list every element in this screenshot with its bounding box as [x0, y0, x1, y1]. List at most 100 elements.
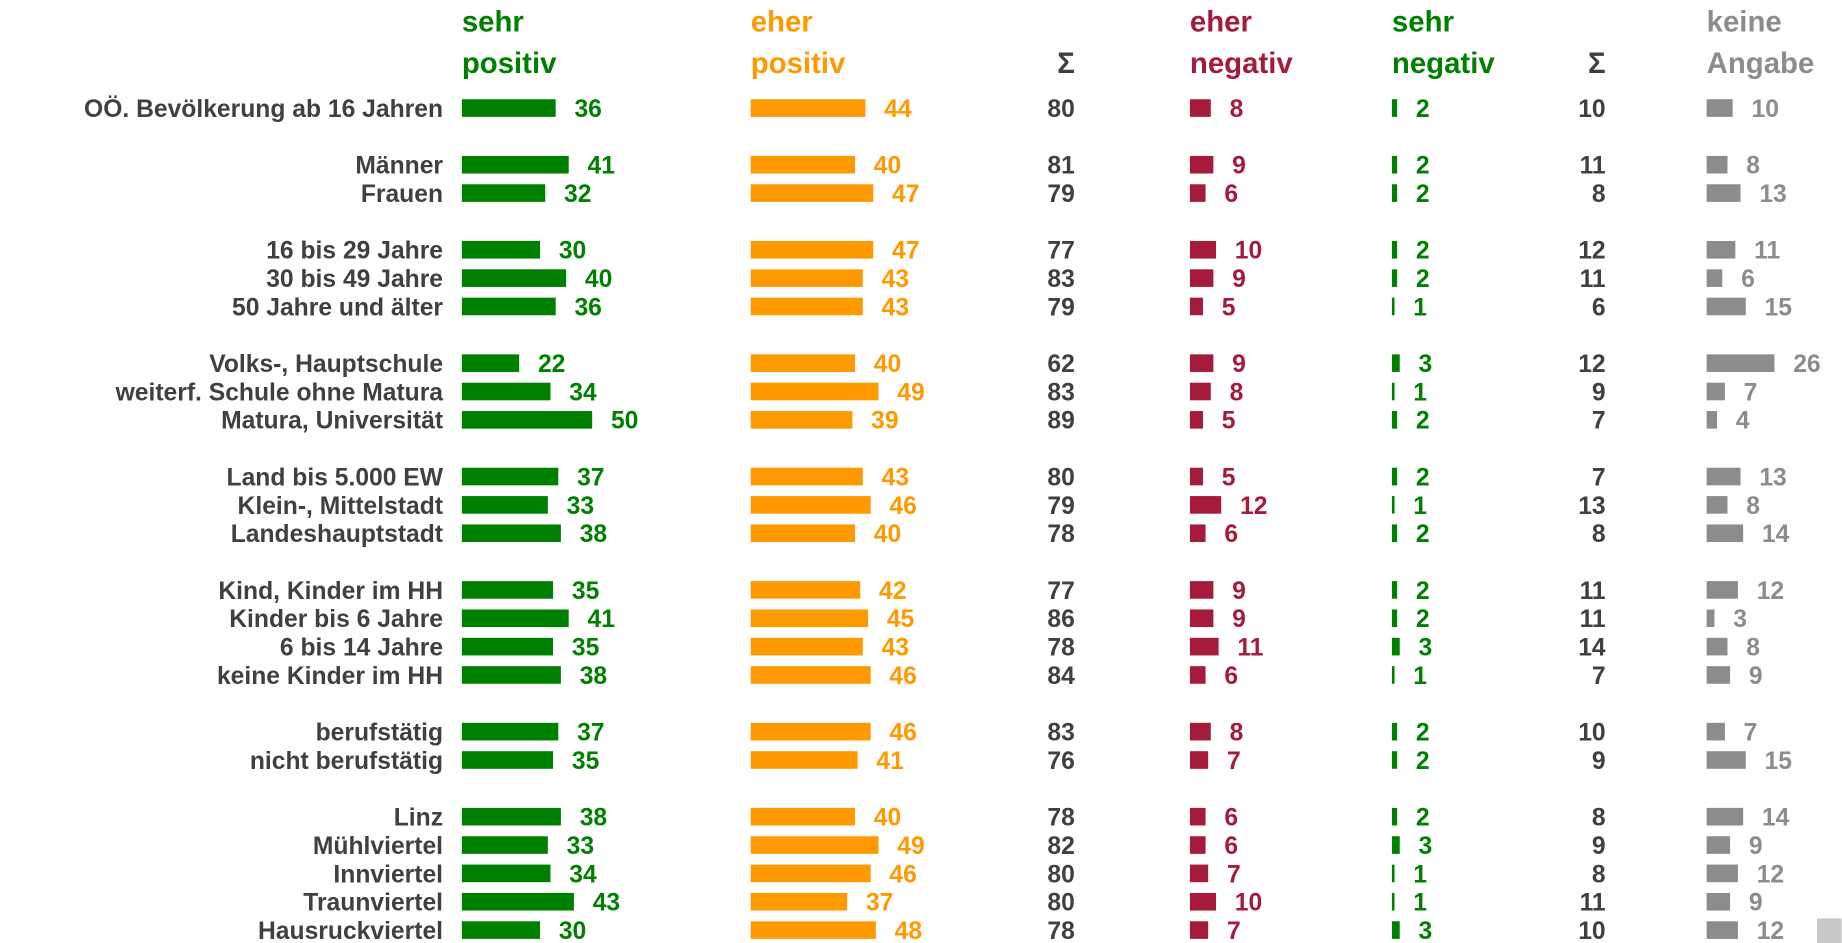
value-label: 6 — [1224, 521, 1238, 548]
value-label: 2 — [1416, 606, 1430, 633]
total-label: 81 — [1047, 153, 1075, 180]
column-header-box: keine Angabe — [1707, 6, 1815, 80]
category-label: weiterf. Schule ohne Matura — [115, 379, 444, 406]
total-label: 14 — [1578, 634, 1606, 661]
category-label: Linz — [394, 805, 443, 832]
value-label: 5 — [1222, 294, 1236, 321]
value-label: 35 — [572, 634, 600, 661]
bar — [1189, 354, 1214, 372]
bar — [1189, 240, 1216, 259]
bar — [750, 297, 863, 316]
bar — [461, 581, 554, 599]
bar — [1189, 184, 1206, 202]
bar — [750, 722, 871, 741]
value-label: 30 — [559, 918, 586, 943]
value-label: 11 — [1754, 238, 1780, 265]
value-label: 2 — [1416, 96, 1430, 123]
total-label: 83 — [1047, 266, 1074, 293]
bar — [1706, 99, 1733, 117]
column-header-box: eher positiv — [750, 5, 846, 80]
value-label: 41 — [588, 606, 616, 633]
total-label: 9 — [1592, 748, 1606, 775]
bar — [1391, 921, 1400, 939]
value-label: 35 — [572, 748, 600, 775]
total-label: 79 — [1047, 181, 1074, 208]
bar — [1391, 99, 1398, 117]
value-label: 43 — [882, 294, 909, 321]
category-label: OÖ. Bevölkerung ab 16 Jahren — [84, 96, 443, 123]
bar — [1706, 836, 1731, 854]
bar — [750, 467, 863, 486]
category-label: Hausruckviertel — [258, 918, 443, 943]
bar — [1189, 99, 1211, 117]
value-label: 36 — [574, 294, 601, 321]
bar — [1189, 496, 1222, 514]
bar — [1706, 921, 1738, 939]
bar — [461, 524, 561, 543]
bar — [750, 99, 866, 117]
value-label: 26 — [1793, 351, 1820, 378]
value-label: 7 — [1744, 379, 1758, 406]
bar — [1391, 836, 1400, 854]
value-label: 15 — [1765, 294, 1793, 321]
value-label: 38 — [580, 805, 607, 832]
value-label: 46 — [889, 493, 916, 520]
bar — [461, 99, 556, 117]
value-label: 49 — [897, 379, 924, 406]
bar — [1189, 864, 1209, 883]
bar — [1189, 581, 1214, 599]
value-label: 39 — [871, 408, 898, 435]
value-label: 5 — [1222, 408, 1236, 435]
column-header: eher positiv — [750, 5, 846, 80]
value-label: 9 — [1232, 606, 1246, 633]
value-label: 7 — [1227, 861, 1241, 888]
value-label: 2 — [1416, 238, 1430, 265]
value-label: 3 — [1419, 351, 1433, 378]
corner-square — [1817, 918, 1842, 943]
value-label: 1 — [1413, 379, 1427, 406]
total-label: 13 — [1578, 493, 1605, 520]
category-label: Land bis 5.000 EW — [227, 464, 444, 491]
value-label: 41 — [876, 748, 904, 775]
bar — [1189, 269, 1214, 287]
bar — [1706, 892, 1731, 911]
value-label: 9 — [1232, 266, 1246, 293]
bar — [750, 382, 879, 401]
bar — [1706, 269, 1723, 287]
bar — [461, 864, 551, 883]
bar — [461, 751, 554, 769]
category-label: 16 bis 29 Jahre — [266, 238, 443, 265]
bar — [1391, 609, 1398, 628]
total-label: 78 — [1047, 521, 1074, 548]
bar — [461, 467, 559, 486]
value-label: 9 — [1232, 351, 1246, 378]
total-label: 10 — [1578, 96, 1605, 123]
category-label: keine Kinder im HH — [217, 663, 443, 690]
value-label: 36 — [574, 96, 601, 123]
bar — [750, 411, 853, 429]
value-label: 3 — [1733, 606, 1747, 633]
total-label: 79 — [1047, 493, 1074, 520]
total-label: 83 — [1047, 379, 1074, 406]
total-label: 80 — [1047, 96, 1074, 123]
value-label: 33 — [567, 833, 594, 860]
bar — [1391, 467, 1398, 486]
bar — [1706, 155, 1728, 174]
bar — [1391, 155, 1398, 174]
bar — [461, 921, 541, 939]
bar — [750, 354, 856, 372]
bar — [750, 892, 848, 911]
total-label: 77 — [1047, 238, 1074, 265]
value-label: 2 — [1416, 748, 1430, 775]
bar — [1189, 666, 1206, 684]
value-label: 3 — [1419, 918, 1433, 943]
category-label: Volks-, Hauptschule — [209, 351, 443, 378]
value-label: 40 — [874, 521, 901, 548]
bar — [461, 155, 569, 174]
value-label: 46 — [889, 720, 916, 747]
value-label: 38 — [580, 663, 607, 690]
total-label: 86 — [1047, 606, 1074, 633]
value-label: 1 — [1413, 294, 1427, 321]
bar — [1189, 524, 1206, 543]
